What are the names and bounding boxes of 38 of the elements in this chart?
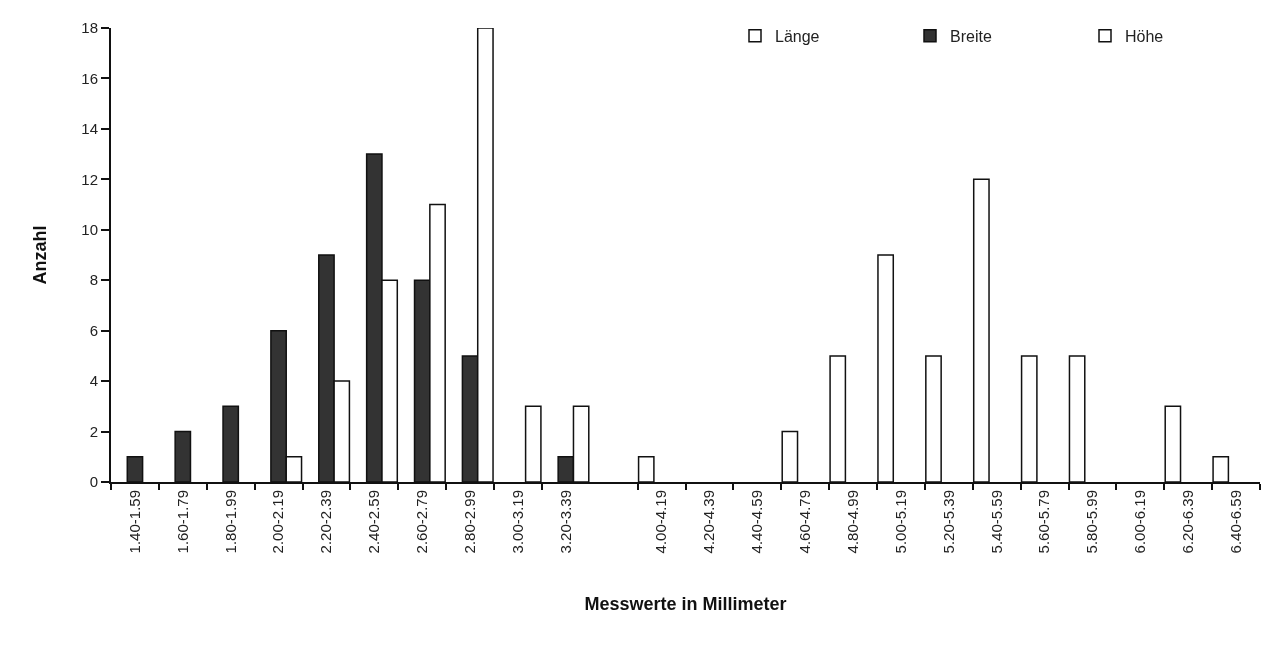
x-tick-label: 2.00-2.19 (269, 490, 287, 554)
x-axis-title: Messwerte in Millimeter (584, 593, 787, 614)
y-tick-label: 8 (89, 271, 98, 289)
x-tick-label: 2.80-2.99 (460, 490, 478, 554)
y-tick-label: 16 (81, 69, 98, 87)
x-tick-label: 5.20-5.39 (939, 490, 957, 554)
y-tick-label: 18 (81, 19, 98, 37)
x-tick-label: 5.40-5.59 (987, 490, 1005, 554)
y-tick-label: 6 (89, 321, 98, 339)
x-tick-label: 3.20-3.39 (556, 490, 574, 554)
x-tick-label: 5.00-5.19 (891, 490, 909, 554)
x-tick-label: 6.40-6.59 (1226, 490, 1244, 554)
y-tick-label: 4 (89, 372, 98, 390)
y-tick-label: 0 (89, 473, 98, 491)
x-tick-label: 1.40-1.59 (125, 490, 143, 554)
x-tick-label: 1.60-1.79 (173, 490, 191, 554)
x-tick-label: 5.80-5.99 (1083, 490, 1101, 554)
x-tick-label: 4.40-4.59 (748, 490, 766, 554)
legend-label: Breite (950, 28, 992, 46)
x-tick-label: 5.60-5.79 (1035, 490, 1053, 554)
x-tick-label: 2.60-2.79 (413, 490, 431, 554)
y-axis-title: Anzahl (30, 225, 51, 285)
x-tick-label: 4.00-4.19 (652, 490, 670, 554)
y-tick-label: 2 (89, 422, 98, 440)
x-tick-label: 4.60-4.79 (796, 490, 814, 554)
x-tick-label: 2.40-2.59 (365, 490, 383, 554)
x-tick-label: 6.20-6.39 (1179, 490, 1197, 554)
y-tick-label: 12 (81, 170, 98, 188)
x-tick-label: 1.80-1.99 (221, 490, 239, 554)
x-tick-label: 4.80-4.99 (843, 490, 861, 554)
y-tick-label: 10 (81, 221, 98, 239)
legend-label: Höhe (1125, 28, 1164, 46)
y-tick-label: 14 (81, 120, 98, 138)
x-tick-label: 2.20-2.39 (317, 490, 335, 554)
x-tick-label: 4.20-4.39 (700, 490, 718, 554)
x-tick-label: 3.00-3.19 (508, 490, 526, 554)
x-tick-label: 6.00-6.19 (1131, 490, 1149, 554)
legend-label: Länge (775, 28, 820, 46)
